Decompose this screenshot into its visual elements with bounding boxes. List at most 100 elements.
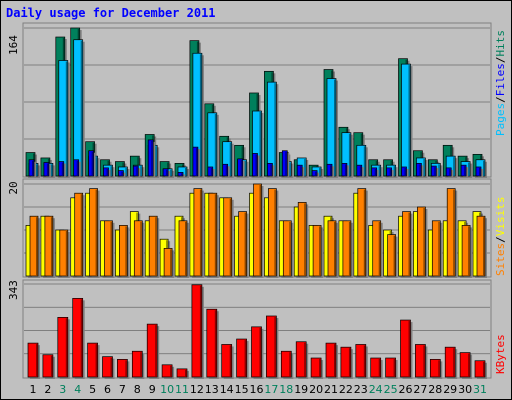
- pages-bar-edge: [419, 164, 421, 176]
- pages-bar: [386, 167, 394, 178]
- pages-bar: [132, 165, 141, 178]
- sites-bar-edge: [259, 185, 261, 276]
- files-bar: [73, 39, 85, 179]
- kbytes-bar-face: [400, 319, 411, 378]
- visits-axis-label: Sites/Visits: [494, 197, 507, 277]
- sites-bar-edge: [438, 221, 440, 276]
- sites-bar-face: [357, 188, 367, 277]
- sites-bar-edge: [378, 221, 381, 276]
- files-bar-edge: [170, 169, 172, 176]
- kbytes-bar: [161, 364, 175, 379]
- sites-bar-edge: [214, 194, 217, 276]
- files-bar-edge: [483, 160, 485, 176]
- pages-bar-face: [73, 159, 80, 177]
- pages-bar-face: [207, 166, 214, 177]
- kbytes-bar-face: [355, 344, 367, 378]
- day-label: 5: [89, 383, 96, 396]
- kbytes-bar-face: [266, 315, 277, 378]
- pages-bar-face: [356, 164, 363, 177]
- pages-bar-edge: [91, 151, 94, 176]
- sites-bar: [208, 192, 219, 278]
- kbytes-bar-face: [57, 316, 69, 378]
- kbytes-bar: [355, 344, 368, 379]
- kbytes-bar-edge: [334, 344, 336, 377]
- kbytes-bar-face: [280, 350, 292, 378]
- sites-bar: [133, 220, 145, 278]
- day-label: 8: [134, 383, 141, 396]
- files-bar-edge: [199, 54, 202, 176]
- pages-bar: [103, 167, 111, 178]
- kbytes-bar-face: [42, 354, 54, 378]
- sites-bar-face: [89, 188, 98, 277]
- pages-bar-face: [222, 163, 229, 177]
- kbytes-bar-edge: [289, 352, 291, 377]
- sites-bar-face: [268, 188, 277, 277]
- sites-bar-face: [282, 220, 292, 277]
- sites-bar: [59, 229, 70, 278]
- pages-bar: [192, 146, 200, 178]
- kbytes-bar: [385, 357, 398, 379]
- kbytes-bar-edge: [259, 327, 261, 377]
- pages-bar-face: [177, 172, 184, 177]
- kbytes-bar: [221, 344, 234, 379]
- files-bar-edge: [50, 164, 53, 176]
- pages-bar: [222, 163, 230, 178]
- sites-bar-edge: [125, 226, 127, 276]
- sites-bar-edge: [95, 189, 98, 276]
- pages-bar: [296, 164, 305, 178]
- sites-bar-face: [133, 220, 143, 277]
- kbytes-bar-edge: [363, 345, 366, 377]
- sites-bar-edge: [244, 212, 247, 276]
- sites-bar: [476, 215, 487, 278]
- kbytes-bar-face: [415, 344, 426, 378]
- kbytes-bar-face: [429, 359, 441, 378]
- sites-bar-edge: [155, 217, 157, 276]
- kbytes-bar-face: [459, 352, 471, 378]
- kbytes-bar-edge: [274, 316, 276, 377]
- day-label: 28: [428, 383, 442, 396]
- kbytes-bar-face: [146, 323, 158, 378]
- sites-bar-face: [119, 225, 128, 277]
- kbytes-bar-edge: [185, 369, 187, 377]
- sites-bar-face: [29, 215, 39, 277]
- pages-bar-edge: [151, 140, 153, 176]
- kbytes-bar-edge: [140, 352, 142, 377]
- sites-bar-edge: [408, 212, 410, 276]
- sites-bar-face: [461, 225, 471, 277]
- kbytes-bar: [131, 350, 145, 379]
- sites-bar-edge: [36, 217, 38, 276]
- pages-bar: [147, 139, 156, 178]
- kbytes-bar-edge: [393, 359, 396, 377]
- sites-bar: [74, 192, 85, 278]
- pages-bar: [311, 170, 320, 178]
- files-bar-edge: [229, 142, 232, 176]
- kbytes-bar: [102, 356, 115, 379]
- sites-bar-edge: [468, 226, 470, 276]
- kbytes-bar-face: [27, 342, 39, 378]
- sites-bar-edge: [423, 208, 425, 276]
- kbytes-bar: [444, 346, 458, 379]
- kbytes-bar-edge: [214, 310, 217, 377]
- pages-bar: [401, 166, 409, 178]
- day-label: 26: [399, 383, 413, 396]
- kbytes-bar-face: [161, 364, 173, 378]
- pages-bar-edge: [344, 164, 347, 176]
- day-label: 12: [190, 383, 204, 396]
- pages-bar: [252, 153, 260, 178]
- pages-bar-face: [386, 167, 392, 177]
- sites-bar: [372, 220, 383, 278]
- pages-bar-edge: [106, 168, 108, 176]
- kbytes-bar-edge: [468, 353, 470, 377]
- pages-bar-face: [281, 150, 288, 177]
- sites-bar-face: [104, 220, 113, 277]
- day-label: 10: [160, 383, 174, 396]
- kbytes-bar-face: [131, 350, 143, 378]
- kbytes-bar-edge: [229, 345, 232, 377]
- kbytes-bar: [251, 326, 264, 379]
- sites-bar-face: [417, 206, 426, 277]
- files-bar-edge: [408, 65, 410, 176]
- kbytes-bar-edge: [95, 344, 98, 377]
- day-label: 1: [30, 383, 37, 396]
- pages-bar-edge: [166, 169, 168, 176]
- pages-bar-edge: [76, 160, 79, 176]
